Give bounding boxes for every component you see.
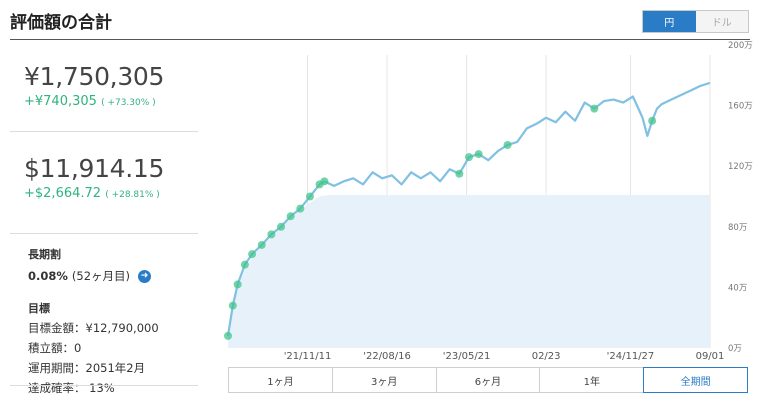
period-all-button[interactable]: 全期間: [643, 367, 748, 393]
x-tick-label: '22/08/16: [363, 351, 411, 362]
long-term-discount-label: 長期割: [28, 248, 61, 261]
jpy-gain: +¥740,305 ( +73.30% ): [24, 94, 198, 109]
details-section: 長期割 0.08% (52ヶ月目) ➜ 目標 目標金額：¥12,790,000 …: [10, 234, 198, 396]
long-term-discount-value: 0.08%: [28, 269, 68, 283]
x-tick-label: '23/05/21: [443, 351, 491, 362]
goal-contribution: 積立額：0: [28, 341, 82, 355]
goal-label: 目標: [28, 302, 50, 315]
currency-usd-button[interactable]: ドル: [695, 11, 748, 32]
y-tick-label: 0万: [728, 344, 742, 354]
usd-total-value: $11,914.15: [24, 154, 165, 183]
title-divider: [10, 39, 750, 40]
data-point: [648, 116, 657, 125]
jpy-gain-percent: ( +73.30% ): [101, 98, 156, 108]
data-point: [296, 204, 305, 213]
y-tick-label: 80万: [728, 223, 747, 233]
jpy-gain-amount: +¥740,305: [24, 94, 97, 109]
goal-probability: 達成確率： 13%: [28, 381, 115, 395]
usd-gain: +$2,664.72 ( +28.81% ): [24, 186, 198, 201]
x-tick-label: '21/11/11: [284, 351, 332, 362]
goal-amount: 目標金額：¥12,790,000: [28, 321, 159, 335]
y-tick-label: 160万: [728, 102, 753, 112]
data-point: [277, 222, 286, 231]
period-6-months-button[interactable]: 6ヶ月: [435, 367, 540, 393]
jpy-total-value: ¥1,750,305: [24, 62, 165, 91]
data-point: [503, 140, 512, 149]
period-3-months-button[interactable]: 3ヶ月: [331, 367, 436, 393]
y-tick-label: 40万: [728, 283, 747, 293]
data-point: [474, 150, 483, 159]
goal-period: 運用期間：2051年2月: [28, 361, 146, 375]
currency-jpy-button[interactable]: 円: [643, 11, 696, 32]
data-point: [257, 240, 266, 249]
summary-panel: ¥1,750,305 +¥740,305 ( +73.30% ) $11,914…: [10, 40, 198, 396]
data-point: [286, 212, 295, 221]
period-1-month-button[interactable]: 1ヶ月: [228, 367, 332, 393]
long-term-discount-months: (52ヶ月目): [71, 269, 131, 283]
data-point: [267, 230, 276, 239]
data-point: [465, 153, 473, 162]
x-tick-label: 02/23: [532, 351, 561, 362]
y-tick-label: 200万: [728, 41, 753, 51]
data-point: [455, 169, 464, 178]
x-tick-label: '24/11/27: [607, 351, 655, 362]
usd-gain-amount: +$2,664.72: [24, 186, 102, 201]
usd-summary: $11,914.15 +$2,664.72 ( +28.81% ): [10, 132, 198, 234]
data-point: [320, 177, 329, 186]
jpy-summary: ¥1,750,305 +¥740,305 ( +73.30% ): [10, 40, 198, 132]
data-point: [305, 192, 314, 201]
y-tick-label: 120万: [728, 162, 753, 172]
period-selector: 1ヶ月 3ヶ月 6ヶ月 1年 全期間: [228, 367, 748, 393]
panel-bottom-divider: [10, 385, 198, 386]
principal-area: [228, 194, 710, 348]
data-point: [224, 331, 232, 340]
data-point: [590, 104, 599, 113]
arrow-right-icon[interactable]: ➜: [138, 269, 152, 283]
data-point: [248, 250, 257, 259]
data-point: [233, 280, 242, 289]
long-term-discount-row: 0.08% (52ヶ月目) ➜: [28, 268, 198, 284]
data-point: [228, 301, 237, 310]
x-tick-label: 09/01: [696, 351, 725, 362]
page-title: 評価額の合計: [10, 13, 112, 33]
usd-gain-percent: ( +28.81% ): [105, 190, 160, 200]
currency-toggle: 円 ドル: [642, 10, 749, 33]
data-point: [240, 260, 249, 269]
period-1-year-button[interactable]: 1年: [539, 367, 644, 393]
